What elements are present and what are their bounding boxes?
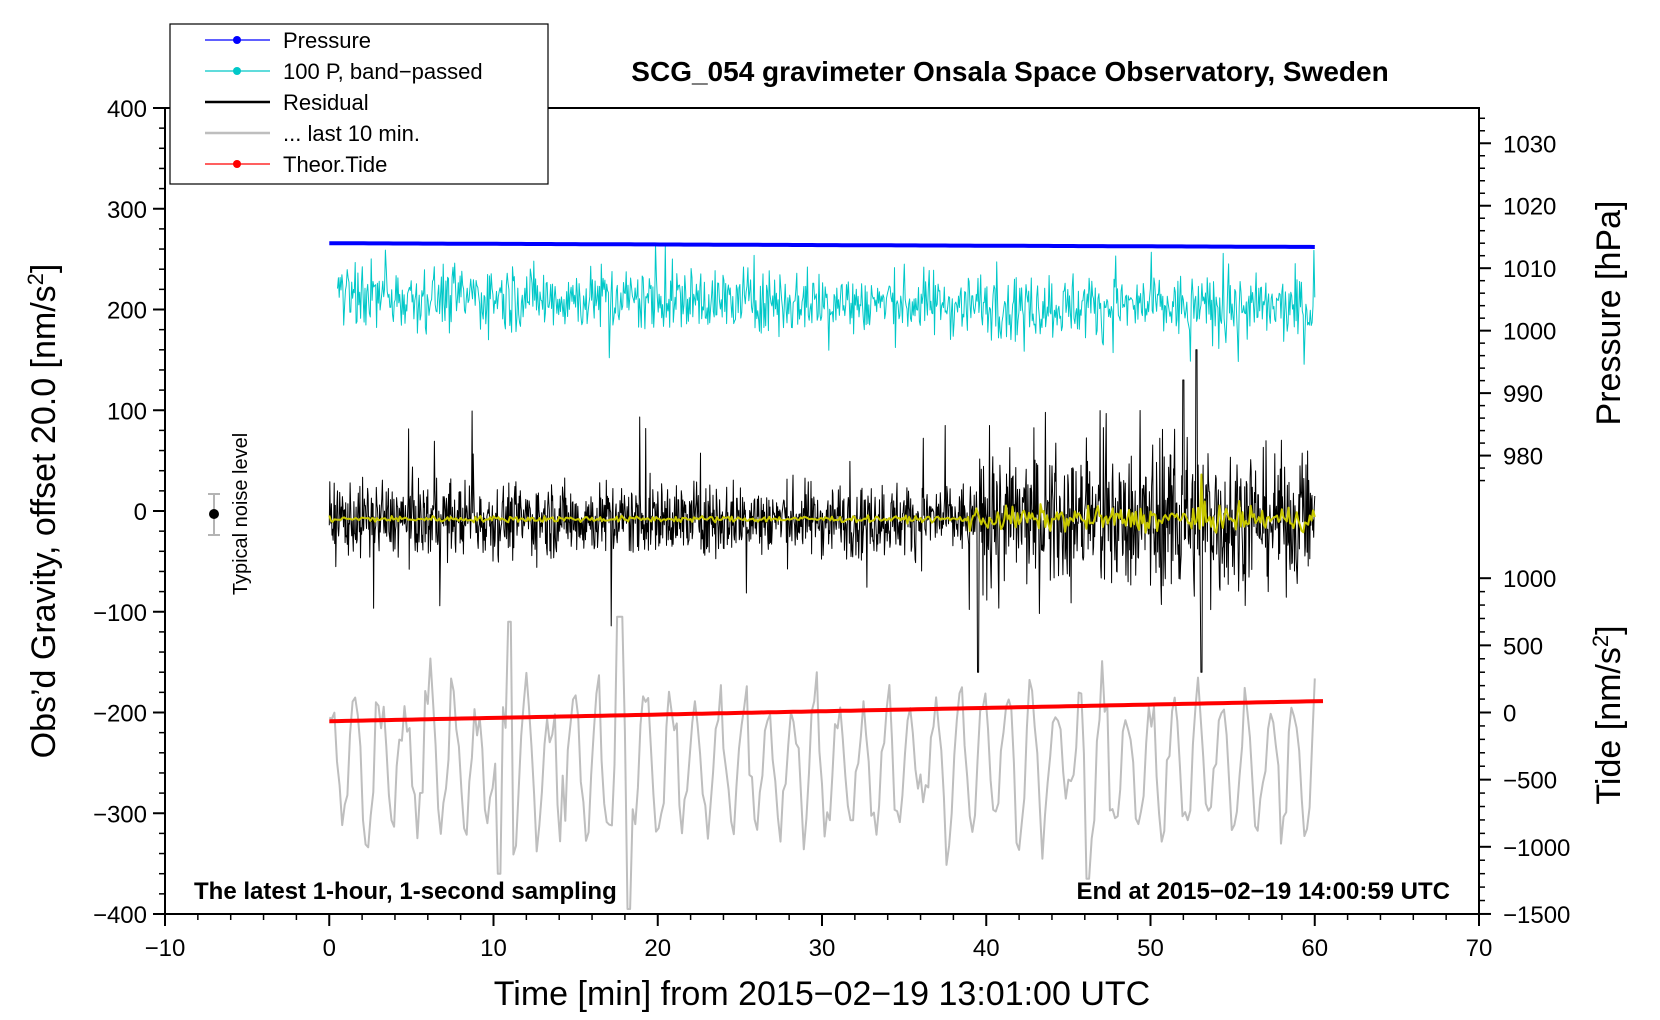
legend-label-pressure: Pressure (283, 28, 371, 53)
note-end-time: End at 2015−02−19 14:00:59 UTC (1076, 878, 1450, 905)
x-tick-label: 60 (1301, 935, 1328, 962)
y-tick-label: −400 (93, 902, 147, 929)
y-left-title-sup: 2 (23, 273, 48, 285)
tide-tick-label: 0 (1503, 701, 1516, 728)
tide-tick-label: −1000 (1503, 835, 1570, 862)
legend-label-residual: Residual (283, 90, 369, 115)
y-tick-label: −300 (93, 801, 147, 828)
x-tick-label: 0 (323, 935, 336, 962)
series-last-10-min (328, 615, 1316, 910)
pressure-tick-label: 1010 (1503, 256, 1556, 283)
y-tick-label: −200 (93, 701, 147, 728)
x-tick-label: −10 (145, 935, 186, 962)
y-left-title-close: ] (25, 264, 63, 273)
tide-tick-label: 1000 (1503, 566, 1556, 593)
y-tick-label: 300 (107, 197, 147, 224)
series-pressure (329, 241, 1315, 249)
tide-tick-label: −500 (1503, 768, 1557, 795)
tide-title-main: Tide [nm/s (1590, 647, 1628, 804)
x-tick-label: 20 (644, 935, 671, 962)
y-axis-title-left: Obs’d Gravity, offset 20.0 [nm/s2] (23, 264, 63, 759)
x-axis-title: Time [min] from 2015−02−19 13:01:00 UTC (494, 975, 1150, 1013)
pressure-tick-label: 980 (1503, 444, 1543, 471)
x-tick-label: 10 (480, 935, 507, 962)
tide-tick-label: −1500 (1503, 902, 1570, 929)
y-tick-label: 100 (107, 398, 147, 425)
x-tick-label: 70 (1466, 935, 1493, 962)
series-residual-smoothed (328, 473, 1316, 534)
pressure-tick-label: 990 (1503, 381, 1543, 408)
y-tick-label: 0 (134, 499, 147, 526)
noise-indicator: Typical noise level (208, 433, 252, 595)
noise-label: Typical noise level (230, 433, 252, 595)
series-theoretical-tide (329, 699, 1324, 724)
legend-marker-bandpassed (233, 67, 241, 75)
note-sampling: The latest 1-hour, 1-second sampling (194, 878, 617, 905)
pressure-tick-label: 1030 (1503, 131, 1556, 158)
data-layer (328, 241, 1324, 910)
y-axis-title-tide: Tide [nm/s2] (1588, 625, 1628, 804)
legend-marker-pressure (233, 36, 241, 44)
y-tick-label: 200 (107, 298, 147, 325)
legend: Pressure 100 P, band−passed Residual ...… (169, 23, 549, 185)
y-tick-label: 400 (107, 96, 147, 123)
series-residual (328, 349, 1316, 673)
series-pressure-bandpassed (337, 243, 1316, 365)
tide-title-close: ] (1590, 625, 1628, 634)
legend-label-bandpassed: 100 P, band−passed (283, 59, 483, 84)
noise-dot (209, 509, 219, 519)
legend-label-last10: ... last 10 min. (283, 121, 420, 146)
tide-tick-label: 500 (1503, 633, 1543, 660)
pressure-tick-label: 1020 (1503, 194, 1556, 221)
pressure-tick-label: 1000 (1503, 319, 1556, 346)
y-tick-label: −100 (93, 600, 147, 627)
legend-marker-tide (233, 160, 241, 168)
legend-box (169, 23, 549, 185)
y-left-title-main: Obs’d Gravity, offset 20.0 [nm/s (25, 285, 63, 758)
x-tick-label: 30 (809, 935, 836, 962)
tide-title-sup: 2 (1588, 635, 1613, 647)
x-tick-label: 50 (1137, 935, 1164, 962)
chart-title: SCG_054 gravimeter Onsala Space Observat… (631, 56, 1388, 87)
legend-label-tide: Theor.Tide (283, 152, 387, 177)
x-tick-label: 40 (973, 935, 1000, 962)
axes-layer: −10 0 10 20 30 40 50 60 704003002001000−100−200−… (93, 96, 1570, 962)
y-axis-title-pressure: Pressure [hPa] (1590, 201, 1628, 426)
